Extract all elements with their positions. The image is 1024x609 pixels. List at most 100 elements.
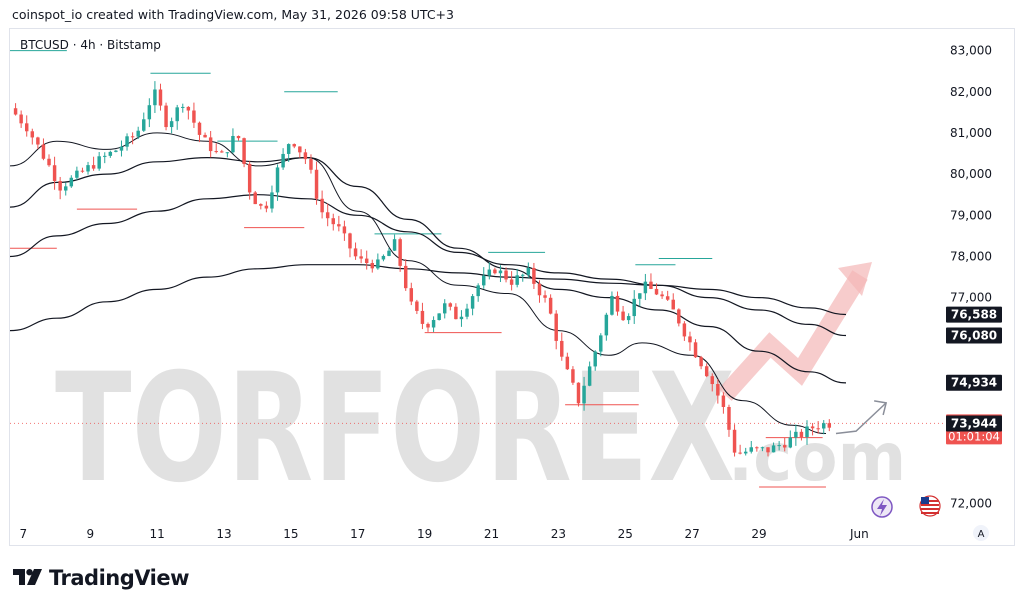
candle-body [130,136,135,138]
x-axis-tick-label: 27 [685,527,700,541]
candle-body [504,270,508,280]
candle-body [493,269,497,274]
candle-body [732,429,737,453]
candle-body [431,319,436,328]
candle-body [114,150,118,152]
candle-body [103,155,107,157]
candle-body [537,283,542,296]
candle-body [766,447,770,453]
auto-scale-bg [973,525,989,541]
candle-body [286,144,291,154]
candle-body [270,192,274,209]
candle-body [448,303,453,307]
candle-body [476,285,480,297]
candle-body [771,445,776,453]
candle-body [58,180,62,191]
price-badge-value: 76,080 [951,329,997,343]
candle-body [242,138,246,164]
candle-body [353,248,358,257]
candle-body [794,431,798,438]
candle-body [203,134,207,138]
candle-body [576,382,581,404]
y-axis-tick-label: 80,000 [950,167,992,181]
lightning-event-icon[interactable] [871,496,893,518]
candle-body [704,366,709,377]
auto-scale-button[interactable]: A [973,525,989,541]
x-axis-tick-label: 13 [216,527,231,541]
us-flag-stripe [921,512,939,514]
candle-body [649,281,653,289]
candle-body [398,239,402,266]
candle-body [47,158,51,166]
candle-body [587,366,592,386]
tradingview-logo[interactable]: TradingView [13,566,189,590]
candle-body [247,163,252,193]
price-badge [946,415,1002,432]
candle-body [13,108,18,115]
y-axis-tick-label: 79,000 [950,208,992,222]
chart-frame [9,28,1015,546]
candle-body [782,445,787,448]
candle-body [805,426,809,437]
candle-body [236,135,241,139]
candle-body [521,274,525,276]
candle-body [164,105,168,128]
candle-body [777,445,781,447]
candle-body [153,89,157,106]
candle-body [509,279,514,285]
candle-body [743,451,748,454]
candle-body [186,106,191,111]
candle-body [688,336,692,343]
candle-body [231,135,235,153]
candle-body [582,385,586,404]
candle-body [275,167,280,193]
candle-body [638,293,642,299]
candle-body [30,131,35,138]
candle-body [654,288,659,295]
symbol-title[interactable]: BTCUSD · 4h · Bitstamp [20,38,161,52]
y-axis-tick-label: 82,000 [950,85,992,99]
candle-body [259,204,263,206]
x-axis-tick-label: 9 [86,527,94,541]
candle-body [470,296,475,309]
us-flag-canton [921,497,929,504]
candle-body [192,110,196,123]
candle-body [437,313,441,320]
price-badge-value: 74,934 [951,376,997,390]
candle-body [225,152,230,154]
bar-countdown: 01:01:04 [948,429,1000,443]
candle-body [816,428,820,430]
candle-body [721,395,726,407]
candle-body [593,351,597,367]
candle-body [24,123,29,132]
candle-body [381,255,386,260]
candle-body [599,335,603,352]
candle-body [710,376,714,385]
candle-body [264,205,269,209]
candle-body [208,137,213,152]
candle-body [309,159,313,170]
candle-body [548,297,553,314]
candle-body [415,301,419,311]
candle-body [716,384,720,396]
y-axis-tick-label: 78,000 [950,249,992,263]
candle-body [632,298,636,317]
candle-body [220,151,224,153]
candle-body [108,151,113,156]
candle-body [571,369,575,383]
candle-body [41,144,46,159]
candle-body [554,313,558,341]
candle-body [498,270,503,274]
us-flag-icon[interactable] [919,495,941,517]
candle-body [827,423,832,428]
candle-body [298,146,302,153]
candle-body [36,137,40,145]
us-flag-stripe [921,504,939,506]
candle-body [543,295,547,298]
candle-body [64,186,68,191]
candle-body [610,295,614,315]
watermark-suffix: .com [728,419,906,496]
x-axis-tick-label: 17 [350,527,365,541]
price-badge [946,374,1002,391]
